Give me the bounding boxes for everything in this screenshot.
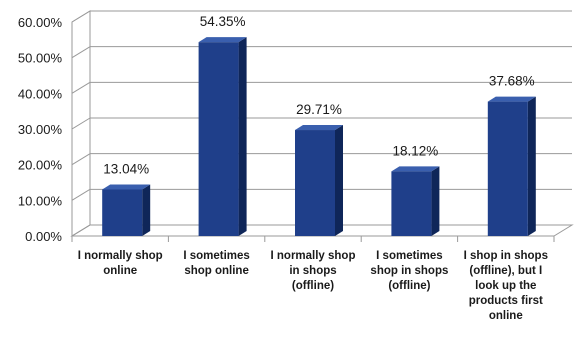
data-label: 37.68% — [489, 74, 535, 89]
gridline-depth — [71, 153, 91, 166]
x-category-label-line: shop in shops — [370, 265, 448, 277]
bar-top — [487, 96, 536, 102]
bar-front — [295, 130, 335, 236]
x-category-label: I normally shop in shops (offline) — [271, 250, 356, 292]
x-category-label-line: products first — [469, 295, 543, 307]
y-tick-label: 10.00% — [18, 193, 63, 208]
x-category-label-line: (offline) — [388, 280, 430, 292]
bar-front — [487, 101, 528, 236]
x-category-label-line: in shops — [289, 265, 336, 277]
x-category-label-line: I normally shop — [78, 250, 163, 262]
x-category-label-line: online — [489, 310, 523, 322]
bar-side — [431, 166, 440, 236]
gridline-depth — [71, 10, 91, 23]
x-category-label-line: I sometimes — [376, 250, 442, 262]
data-label: 29.71% — [296, 102, 342, 117]
data-label: 13.04% — [103, 161, 149, 176]
x-category-label-line: (offline), but I — [469, 265, 542, 277]
gridline-depth — [71, 188, 91, 201]
bar-top — [295, 125, 343, 131]
y-tick-label: 0.00% — [25, 229, 62, 244]
bar-front — [102, 189, 143, 236]
bar — [391, 166, 440, 236]
bar — [102, 184, 151, 236]
bar-top — [198, 37, 247, 43]
labels: 0.00% 10.00% 20.00% 30.00% 40.00% 50.00% 60.00… — [18, 14, 548, 322]
bar-front — [198, 42, 239, 236]
gridline-depth — [71, 46, 91, 59]
bar-side — [335, 125, 343, 236]
x-category-label-line: look up the — [475, 280, 536, 292]
data-label: 54.35% — [200, 14, 246, 29]
y-tick-label: 30.00% — [18, 122, 63, 137]
x-category-label-line: I shop in shops — [464, 250, 548, 262]
y-tick-label: 50.00% — [18, 51, 63, 66]
data-label: 18.12% — [393, 143, 439, 158]
x-category-label: I sometimes shop in shops (offline) — [370, 250, 448, 292]
x-category-label-line: (offline) — [292, 280, 334, 292]
x-category-label-line: I normally shop — [271, 250, 356, 262]
bar-top — [391, 166, 440, 172]
bar-front — [391, 171, 432, 236]
y-tick-label: 60.00% — [18, 15, 63, 30]
bar-side — [527, 96, 536, 236]
x-category-label-line: I sometimes — [183, 250, 249, 262]
gridline-depth — [71, 81, 91, 94]
x-category-label-line: shop online — [184, 265, 249, 277]
x-category-label: I sometimes shop online — [183, 250, 249, 277]
gridline-depth — [71, 117, 91, 130]
bar-side — [142, 184, 151, 236]
x-category-label: I normally shop online — [78, 250, 163, 277]
x-category-label-line: online — [103, 265, 137, 277]
bar — [295, 125, 343, 236]
bar-top — [102, 184, 151, 190]
y-tick-label: 40.00% — [18, 86, 63, 101]
bar-side — [238, 37, 247, 236]
y-tick-label: 20.00% — [18, 158, 63, 173]
bar — [487, 96, 536, 236]
bars — [102, 37, 536, 236]
x-category-label: I shop in shops (offline), but I look up t… — [464, 250, 548, 322]
bar — [198, 37, 247, 236]
